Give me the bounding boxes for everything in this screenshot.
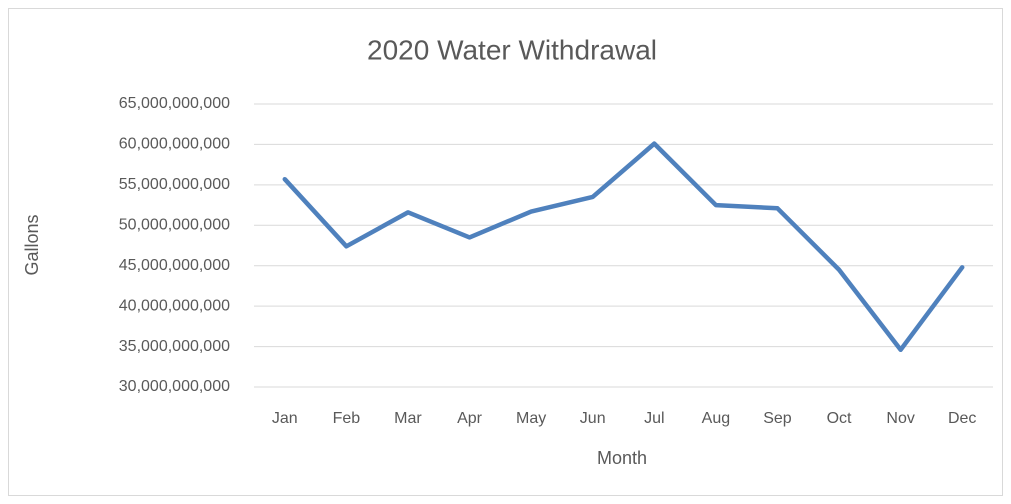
y-tick-label: 50,000,000,000 [119,217,230,234]
data-line [282,141,965,353]
x-tick-label: Nov [886,410,914,427]
x-tick-label: Dec [948,410,976,427]
x-tick-label: Oct [827,410,852,427]
y-tick-label: 30,000,000,000 [119,378,230,395]
chart-border [8,8,1003,496]
x-tick-label: Sep [763,410,792,427]
x-tick-label: Jul [644,410,664,427]
y-tick-label: 45,000,000,000 [119,257,230,274]
x-tick-label: Apr [457,410,483,427]
x-tick-label: May [516,410,546,427]
y-axis-title: Gallons [22,214,42,275]
x-tick-label: Mar [394,410,422,427]
x-tick-label: Aug [702,410,730,427]
chart-title: 2020 Water Withdrawal [367,34,657,65]
x-tick-label: Jan [272,410,298,427]
x-tick-label: Feb [333,410,361,427]
x-tick-label: Jun [580,410,606,427]
y-tick-label: 35,000,000,000 [119,338,230,355]
y-tick-label: 40,000,000,000 [119,297,230,314]
y-tick-label: 60,000,000,000 [119,136,230,153]
x-axis-title: Month [597,448,647,468]
y-tick-label: 55,000,000,000 [119,176,230,193]
y-tick-label: 65,000,000,000 [119,95,230,112]
